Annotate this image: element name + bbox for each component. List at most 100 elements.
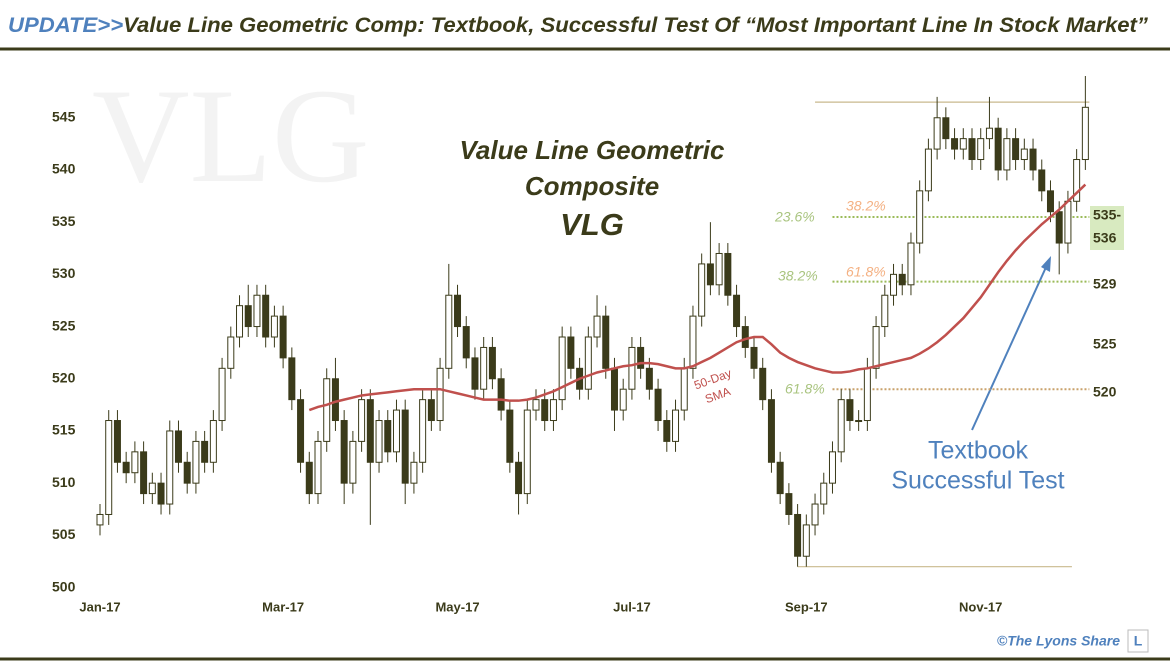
candle-body: [279, 315, 287, 359]
candle-body: [462, 326, 470, 359]
candle-body: [654, 388, 662, 422]
candle-body: [785, 493, 793, 515]
annotation: Value Line Geometric: [460, 135, 725, 165]
candle-body: [183, 461, 191, 484]
candle-body: [384, 420, 392, 453]
candle-body: [924, 148, 932, 192]
candle-body: [916, 190, 924, 244]
candle-body: [201, 440, 209, 463]
candle-body: [750, 346, 758, 369]
watermark: VLG: [92, 62, 369, 211]
candle-body: [959, 138, 967, 150]
candle-body: [288, 357, 296, 401]
candle-body: [977, 138, 985, 161]
candle-body: [375, 420, 383, 463]
candle-body: [253, 294, 261, 328]
candle-body: [776, 461, 784, 495]
candle-body: [1064, 200, 1072, 244]
candle-body: [401, 409, 409, 484]
candle-body: [549, 399, 557, 422]
y-tick-label: 545: [52, 108, 76, 124]
candle-body: [593, 315, 601, 338]
candle-body: [898, 273, 906, 286]
x-tick-label: Jan-17: [79, 599, 120, 614]
candle-body: [619, 388, 627, 411]
candle-body: [907, 242, 915, 286]
candle-body: [645, 367, 653, 390]
y-tick-label: 530: [52, 265, 76, 281]
candle-body: [1029, 148, 1037, 171]
candle-body: [244, 305, 252, 328]
candle-body: [174, 430, 182, 463]
candle-body: [820, 482, 828, 505]
candle-body: [663, 420, 671, 442]
candle-body: [672, 409, 680, 442]
candle-body: [741, 326, 749, 348]
x-tick-label: Nov-17: [959, 599, 1002, 614]
y-tick-label: 520: [52, 369, 76, 385]
candle-body: [863, 367, 871, 422]
candle-body: [1020, 148, 1028, 161]
candle-body: [584, 336, 592, 390]
candle-body: [157, 482, 165, 505]
x-tick-label: Jul-17: [613, 599, 651, 614]
candle-body: [733, 294, 741, 328]
candle-body: [532, 399, 540, 411]
candle-body: [419, 399, 427, 463]
candle-body: [131, 451, 139, 474]
y-tick-label: 505: [52, 526, 76, 542]
candle-body: [436, 367, 444, 422]
x-tick-label: Mar-17: [262, 599, 304, 614]
title-prefix: UPDATE>>: [8, 14, 123, 37]
candle-body: [227, 336, 235, 369]
candle-body: [994, 127, 1002, 171]
candle-body: [846, 399, 854, 422]
x-tick-label: Sep-17: [785, 599, 828, 614]
candle-body: [698, 263, 706, 317]
candle-body: [140, 451, 148, 495]
level-highlight: [1090, 206, 1124, 250]
candle-body: [1046, 190, 1054, 213]
callout: Successful Test: [891, 467, 1064, 495]
fib-label: 61.8%: [846, 264, 886, 280]
title-text: Value Line Geometric Comp: Textbook, Suc…: [123, 14, 1148, 37]
level-label: 536: [1093, 230, 1117, 246]
level-label: 529: [1093, 276, 1117, 292]
candle-body: [637, 346, 645, 369]
candle-body: [680, 367, 688, 411]
candle-body: [689, 315, 697, 369]
callout: Textbook: [928, 437, 1029, 465]
candle-body: [209, 420, 217, 463]
candle-body: [488, 346, 496, 380]
candle-body: [802, 524, 810, 557]
fib-label: 23.6%: [774, 209, 815, 225]
candle-body: [122, 461, 130, 474]
candle-body: [270, 315, 278, 338]
candle-body: [1073, 159, 1081, 202]
annotation: Composite: [525, 171, 659, 201]
plot: 500 505 510 515 520 525 530 535 540 545 Jan-17 Mar-…: [52, 76, 1124, 614]
y-tick-label: 500: [52, 578, 76, 594]
level-label: 525: [1093, 336, 1117, 352]
candle-body: [724, 252, 732, 296]
candle-body: [767, 399, 775, 463]
candle-body: [480, 346, 488, 390]
annotation: VLG: [560, 207, 624, 242]
candle-body: [837, 399, 845, 453]
candle-body: [567, 336, 575, 369]
candle-body: [811, 503, 819, 526]
candle-body: [366, 399, 374, 463]
candle-body: [105, 420, 113, 515]
candle-body: [392, 409, 400, 453]
fib-label: 38.2%: [846, 198, 886, 214]
logo-box: [1127, 629, 1149, 653]
candle-body: [96, 513, 104, 526]
candle-body: [1038, 169, 1046, 192]
credit: ©The Lyons Share: [997, 633, 1120, 649]
candle-body: [715, 252, 723, 286]
candle-body: [794, 513, 802, 557]
y-tick-label: 540: [52, 161, 76, 177]
